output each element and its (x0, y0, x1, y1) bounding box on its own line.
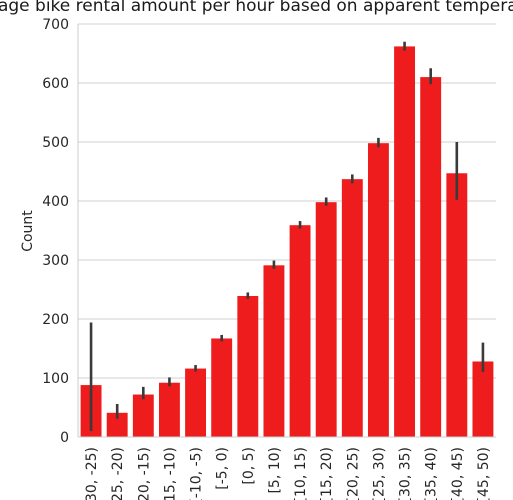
x-tick-label: [40, 45) (450, 447, 466, 500)
bar (106, 412, 128, 437)
bar (237, 295, 259, 437)
bar (185, 368, 207, 437)
y-tick-label: 400 (42, 194, 69, 210)
y-tick-label: 600 (42, 76, 69, 92)
x-tick-labels: [-30, -25) [-25, -20) [-20, -15) [-15, -10)… (84, 447, 492, 500)
axes (77, 24, 496, 438)
bar (263, 265, 285, 437)
x-tick-label: [-15, -10) (162, 447, 178, 500)
y-tick-label: 500 (42, 135, 69, 151)
bar (446, 173, 468, 437)
y-tick-label: 200 (42, 312, 69, 328)
x-tick-label: [15, 20) (319, 447, 335, 500)
x-tick-label: [35, 40) (424, 447, 440, 500)
x-tick-label: [10, 15) (293, 447, 309, 500)
bar (341, 179, 363, 438)
x-tick-label: [5, 10) (267, 447, 283, 494)
x-tick-label: [-30, -25) (84, 447, 100, 500)
grid-lines (78, 23, 496, 438)
bar (132, 394, 154, 437)
x-tick-label: [20, 25) (345, 447, 361, 500)
bar (315, 202, 337, 437)
bar (289, 225, 311, 437)
chart-title: Average bike rental amount per hour base… (0, 0, 513, 16)
bar (211, 338, 233, 437)
y-tick-label: 0 (60, 430, 69, 446)
bars (80, 46, 494, 438)
x-tick-label: [45, 50) (476, 447, 492, 500)
x-tick-label: [-10, -5) (189, 447, 205, 500)
x-tick-label: [0, 5) (241, 447, 257, 485)
x-tick-label: [30, 35) (398, 447, 414, 500)
bar (472, 361, 494, 437)
x-tick-label: [-5, 0) (215, 447, 231, 490)
error-bars (89, 41, 485, 432)
y-tick-labels: 0 100 200 300 400 500 600 700 (42, 17, 69, 446)
x-tick-label: [25, 30) (371, 447, 387, 500)
x-tick-label: [-25, -20) (110, 447, 126, 500)
y-tick-label: 300 (42, 253, 69, 269)
x-tick-label: [-20, -15) (136, 447, 152, 500)
y-axis-label: Count (20, 210, 36, 252)
y-tick-label: 100 (42, 371, 69, 387)
y-tick-label: 700 (42, 17, 69, 33)
bar (367, 143, 389, 437)
bar (394, 46, 416, 438)
bar (420, 77, 442, 437)
bar (158, 382, 180, 437)
